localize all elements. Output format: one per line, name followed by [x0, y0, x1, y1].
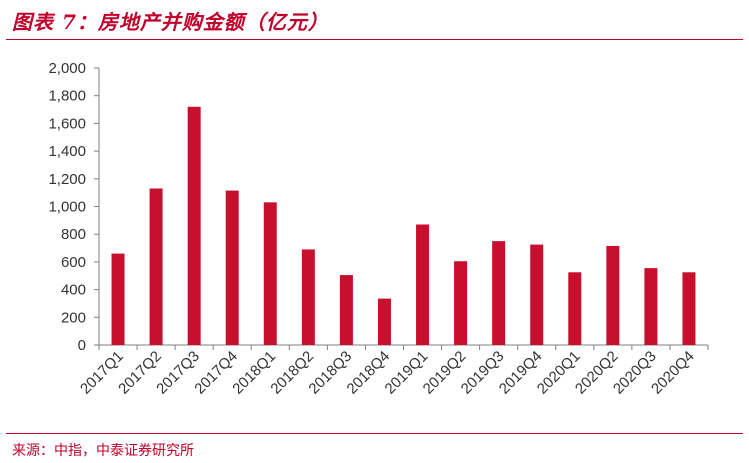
y-tick-label: 800 [61, 226, 86, 243]
title-divider [6, 39, 743, 40]
y-tick-label: 200 [61, 309, 86, 326]
bar-2020q3 [644, 268, 658, 345]
bar-2019q1 [416, 224, 430, 345]
bar-2020q4 [682, 272, 696, 345]
bar-2018q2 [301, 249, 315, 345]
x-tick-labels: 2017Q12017Q22017Q32017Q42018Q12018Q22018… [77, 348, 698, 398]
y-tick-label: 1,200 [48, 171, 86, 188]
chart-title: 图表 7：房地产并购金额（亿元） [12, 10, 329, 34]
bar-2017q1 [111, 253, 125, 345]
y-tick-label: 1,600 [48, 115, 86, 132]
bar-2019q4 [530, 244, 544, 345]
y-tick-label: 600 [61, 254, 86, 271]
bar-2019q3 [492, 241, 506, 345]
y-tick-label: 400 [61, 282, 86, 299]
y-tick-label: 1,000 [48, 199, 86, 216]
bar-2018q3 [339, 275, 353, 345]
x-tick-label: 2020Q4 [648, 348, 698, 398]
bar-2018q4 [377, 298, 391, 345]
bar-2020q2 [606, 245, 620, 345]
title-bar: 图表 7：房地产并购金额（亿元） [0, 0, 749, 40]
bars [111, 106, 696, 345]
bar-2019q2 [454, 261, 468, 345]
bar-2017q2 [149, 188, 163, 345]
bar-2020q1 [568, 272, 582, 345]
y-tick-label: 2,000 [48, 60, 86, 77]
bar-2017q3 [187, 106, 201, 345]
y-axis: 0 200 400 600 800 1,000 1,200 1,400 1,600 1,800 2,… [48, 60, 100, 354]
y-tick-label: 1,400 [48, 143, 86, 160]
source-note: 来源：中指，中泰证券研究所 [12, 443, 194, 459]
y-tick-label: 1,800 [48, 88, 86, 105]
y-tick-label: 0 [78, 337, 86, 354]
bar-chart: 0 200 400 600 800 1,000 1,200 1,400 1,600 1,800 2,… [48, 60, 709, 398]
source-divider [6, 433, 743, 434]
bar-2018q1 [263, 202, 277, 345]
bar-2017q4 [225, 190, 239, 345]
